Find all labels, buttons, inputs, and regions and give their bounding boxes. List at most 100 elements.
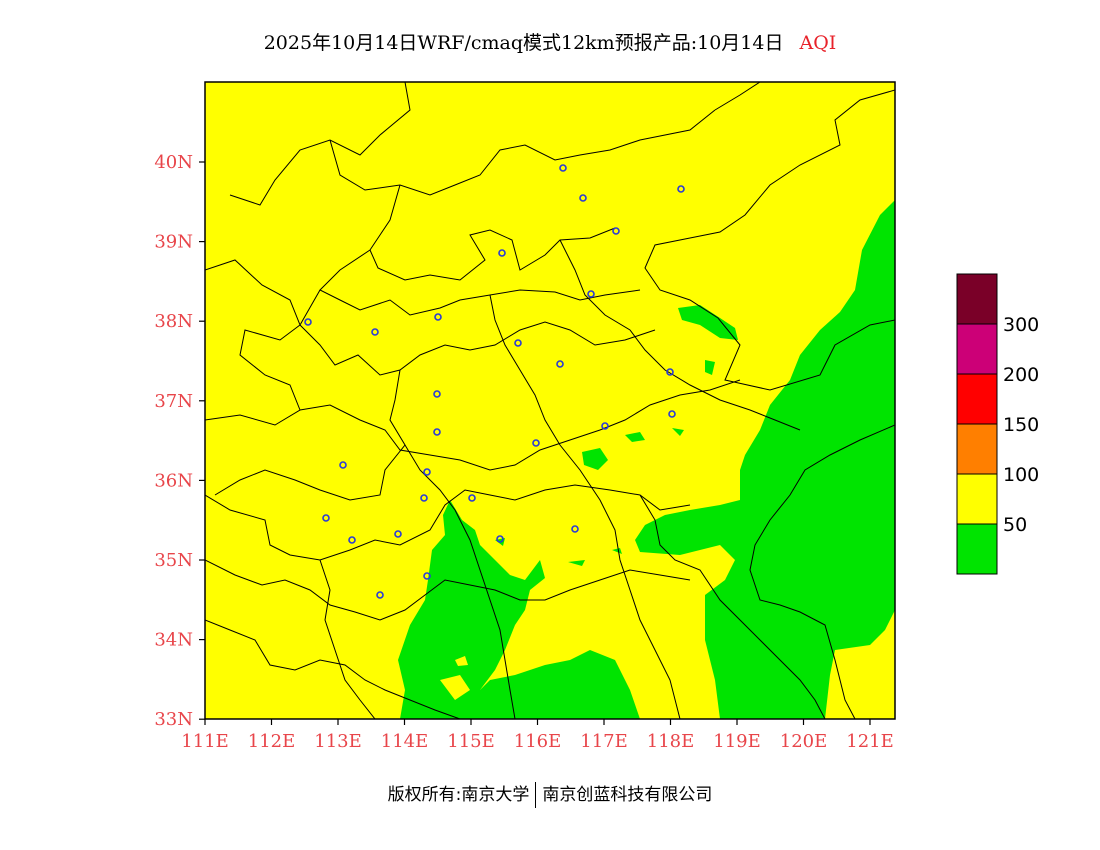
city-marker	[348, 536, 356, 544]
coastline-south	[749, 424, 895, 719]
city-marker	[339, 461, 347, 469]
city-marker	[304, 318, 312, 326]
title-variable: AQI	[799, 32, 837, 54]
city-marker	[532, 439, 540, 447]
lon-tick-label: 112E	[248, 731, 296, 752]
lat-tick-label: 37N	[154, 391, 193, 412]
legend-label: 200	[1003, 364, 1039, 386]
city-marker	[423, 572, 431, 580]
lon-tick-label: 120E	[780, 731, 828, 752]
province-boundary-13	[404, 444, 516, 719]
legend-swatch	[956, 523, 998, 575]
city-marker	[423, 468, 431, 476]
city-marker	[322, 514, 330, 522]
company-name: 南京创蓝科技有限公司	[542, 785, 713, 805]
low-aqi-patch-4	[705, 360, 715, 375]
lat-tick-label: 34N	[154, 630, 193, 651]
city-marker	[496, 535, 504, 543]
city-marker	[559, 164, 567, 172]
lat-tick-label: 33N	[154, 709, 193, 730]
city-marker	[587, 290, 595, 298]
legend-swatch	[956, 323, 998, 375]
longitude-axis: 111E 112E 113E 114E 115E 116E 117E 118E 119E 120E…	[181, 719, 894, 752]
lon-tick-label: 119E	[713, 731, 761, 752]
copyright-text: 版权所有:南京大学	[387, 785, 530, 805]
province-boundary-9	[205, 484, 691, 561]
city-marker	[468, 494, 476, 502]
legend-swatch	[956, 373, 998, 425]
city-markers	[304, 164, 685, 599]
province-boundary-17	[714, 82, 761, 111]
low-aqi-patch-3	[672, 428, 684, 436]
legend-swatch	[956, 423, 998, 475]
lon-tick-label: 118E	[647, 731, 695, 752]
province-boundary-5	[319, 249, 641, 316]
lat-tick-label: 40N	[154, 152, 193, 173]
city-marker	[666, 368, 674, 376]
legend-label: 100	[1003, 464, 1039, 486]
city-marker	[677, 185, 685, 193]
province-boundary-10	[205, 559, 691, 621]
city-marker	[668, 410, 676, 418]
city-marker	[433, 428, 441, 436]
map-panel	[204, 81, 896, 720]
city-marker	[579, 194, 587, 202]
city-marker	[371, 328, 379, 336]
low-aqi-regions	[398, 200, 895, 719]
footer-separator	[535, 782, 537, 808]
province-boundary-4	[369, 184, 616, 281]
legend-label: 300	[1003, 314, 1039, 336]
lon-tick-label: 115E	[447, 731, 495, 752]
province-boundary-14	[319, 559, 376, 719]
low-aqi-patch-1	[582, 448, 608, 470]
aqi-color-legend: 300 200 150 100 50	[956, 273, 1039, 575]
lon-tick-label: 121E	[846, 731, 894, 752]
city-marker	[433, 390, 441, 398]
lon-tick-label: 113E	[314, 731, 362, 752]
lat-tick-label: 35N	[154, 550, 193, 571]
low-aqi-region-east-sea	[635, 200, 895, 719]
city-marker	[571, 525, 579, 533]
coastline	[644, 89, 895, 391]
title-main: 2025年10月14日WRF/cmaq模式12km预报产品:10月14日	[263, 32, 784, 54]
lon-tick-label: 114E	[381, 731, 429, 752]
province-boundary-3	[329, 109, 716, 196]
low-aqi-patch-6	[612, 548, 622, 554]
province-boundary-2	[205, 259, 301, 426]
province-boundary-6	[299, 289, 656, 376]
low-aqi-patch-7	[568, 560, 585, 566]
province-boundary-16	[639, 494, 826, 719]
legend-label: 150	[1003, 414, 1039, 436]
lon-tick-label: 117E	[580, 731, 628, 752]
lon-tick-label: 116E	[514, 731, 562, 752]
yellow-island-2	[455, 656, 468, 666]
low-aqi-region-bohai-coast	[678, 305, 738, 340]
legend-label: 50	[1003, 514, 1027, 536]
city-marker	[434, 313, 442, 321]
lat-tick-label: 36N	[154, 470, 193, 491]
yellow-island-1	[440, 675, 470, 700]
city-marker	[498, 249, 506, 257]
latitude-axis: 40N 39N 38N 37N 36N 35N 34N 33N	[154, 152, 205, 730]
lon-tick-label: 111E	[181, 731, 229, 752]
city-marker	[556, 360, 564, 368]
province-boundary-12	[489, 294, 681, 719]
legend-swatch	[956, 273, 998, 325]
city-marker	[612, 227, 620, 235]
province-boundary-15	[559, 239, 801, 431]
city-marker	[601, 422, 609, 430]
lat-tick-label: 38N	[154, 311, 193, 332]
city-marker	[376, 591, 384, 599]
map-title: 2025年10月14日WRF/cmaq模式12km预报产品:10月14日 AQI	[0, 28, 1100, 55]
city-marker	[420, 494, 428, 502]
lat-tick-label: 39N	[154, 232, 193, 253]
province-boundaries	[205, 82, 895, 719]
city-marker	[514, 339, 522, 347]
low-aqi-patch-2	[625, 432, 645, 442]
legend-swatch	[956, 473, 998, 525]
footer-copyright: 版权所有:南京大学 南京创蓝科技有限公司	[0, 780, 1100, 808]
province-boundary-11	[205, 619, 461, 719]
province-boundary-8	[214, 369, 406, 501]
city-marker	[394, 530, 402, 538]
